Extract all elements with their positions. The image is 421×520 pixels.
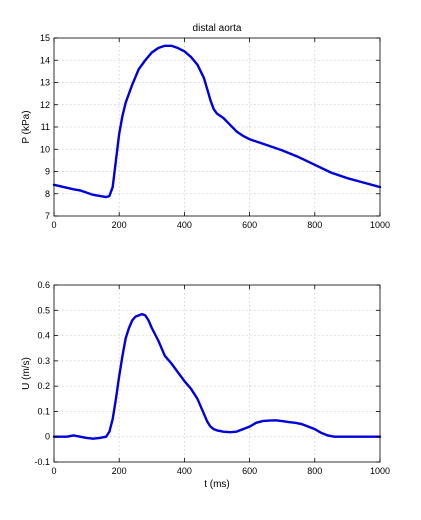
velocity-y-tick-label-6: 0.5 xyxy=(37,305,50,315)
pressure-y-axis-label: P (kPa) xyxy=(21,110,32,143)
velocity-x-tick-label-4: 800 xyxy=(307,466,322,476)
velocity-plot: 0 200 400 600 800 1000-0.100.10.20.30.40.50.6… xyxy=(21,280,390,490)
pressure-y-tick-label-6: 13 xyxy=(40,78,50,88)
velocity-y-tick-label-4: 0.3 xyxy=(37,356,50,366)
velocity-x-tick-label-2: 400 xyxy=(177,466,192,476)
pressure-plot: 0 200 400 600 800 1000 7 8 9 10 11 12 13 14 15 distal a… xyxy=(21,23,390,230)
pressure-y-tick-label-3: 10 xyxy=(40,144,50,154)
velocity-y-tick-label-0: -0.1 xyxy=(34,457,50,467)
pressure-y-tick-label-5: 12 xyxy=(40,100,50,110)
pressure-y-tick-label-2: 9 xyxy=(45,167,50,177)
pressure-series-line-0 xyxy=(52,44,382,199)
velocity-y-tick-label-1: 0 xyxy=(45,432,50,442)
pressure-chart-title: distal aorta xyxy=(193,23,242,34)
velocity-x-tick-label-1: 200 xyxy=(112,466,127,476)
velocity-x-tick-label-5: 1000 xyxy=(370,466,390,476)
pressure-y-tick-label-8: 15 xyxy=(40,33,50,43)
velocity-x-tick-label-3: 600 xyxy=(242,466,257,476)
velocity-y-tick-label-3: 0.2 xyxy=(37,381,50,391)
velocity-x-axis-label: t (ms) xyxy=(204,479,230,490)
pressure-plot-area xyxy=(54,38,380,216)
pressure-y-tick-label-1: 8 xyxy=(45,189,50,199)
velocity-y-tick-label-2: 0.1 xyxy=(37,406,50,416)
velocity-series-line-0 xyxy=(52,312,382,440)
pressure-y-tick-label-4: 11 xyxy=(41,122,50,132)
pressure-y-tick-label-7: 14 xyxy=(40,55,50,65)
pressure-x-tick-label-5: 1000 xyxy=(370,220,390,230)
pressure-x-tick-label-1: 200 xyxy=(112,220,127,230)
pressure-x-tick-label-2: 400 xyxy=(177,220,192,230)
velocity-x-tick-label-0: 0 xyxy=(51,466,56,476)
pressure-y-tick-label-0: 7 xyxy=(45,211,50,221)
velocity-y-tick-label-7: 0.6 xyxy=(37,280,50,290)
pressure-x-tick-label-4: 800 xyxy=(307,220,322,230)
velocity-y-tick-label-5: 0.4 xyxy=(37,331,50,341)
pressure-x-tick-label-3: 600 xyxy=(242,220,257,230)
velocity-y-axis-label: U (m/s) xyxy=(21,357,32,390)
pressure-x-tick-label-0: 0 xyxy=(51,220,56,230)
velocity-axes-frame xyxy=(53,284,381,463)
